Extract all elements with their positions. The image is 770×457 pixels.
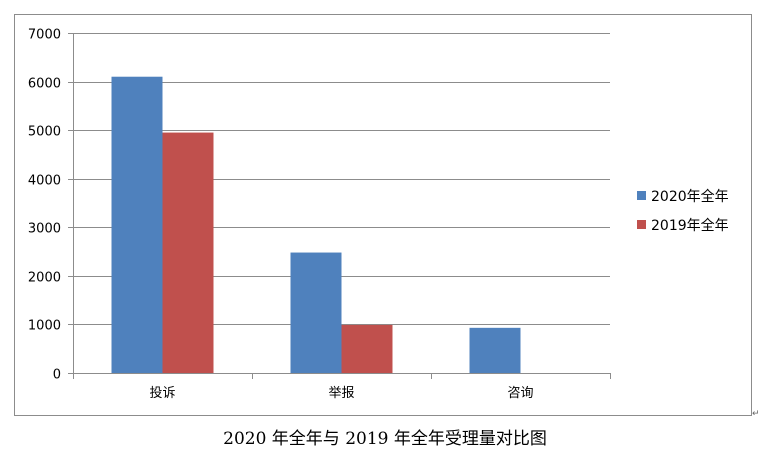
y-tick-label: 6000 [28,77,61,92]
y-tick-label: 0 [53,368,61,383]
x-tick-label: 咨询 [507,386,533,401]
y-tick-label: 7000 [28,28,61,43]
legend: 2020年全年 2019年全年 [637,188,729,234]
paragraph-mark: ↵ [752,409,760,419]
axes [73,33,611,379]
x-tick-label: 举报 [328,386,354,401]
y-tick-label: 5000 [28,125,61,140]
x-axis-tick-labels: 投诉 举报 咨询 [149,385,533,401]
y-tick-label: 2000 [28,271,61,286]
y-axis-tick-labels: 0 1000 2000 3000 4000 5000 6000 7000 [28,28,61,383]
bar-series-1-1 [290,252,342,373]
bar-series-1-2 [469,327,521,373]
legend-label: 2019年全年 [651,217,729,234]
y-tick-label: 3000 [28,222,61,237]
legend-swatch [637,220,646,229]
bar-series-1-0 [111,76,163,373]
y-tick-label: 1000 [28,319,61,334]
x-tick-label: 投诉 [149,385,175,401]
legend-label: 2020年全年 [651,188,729,205]
bar-series-2-1 [341,324,393,373]
y-tick-label: 4000 [28,174,61,189]
bars [111,76,521,373]
bar-series-2-0 [162,132,214,373]
chart-frame [14,14,752,416]
chart-caption: 2020 年全年与 2019 年全年受理量对比图 [223,429,547,449]
legend-swatch [637,191,646,200]
